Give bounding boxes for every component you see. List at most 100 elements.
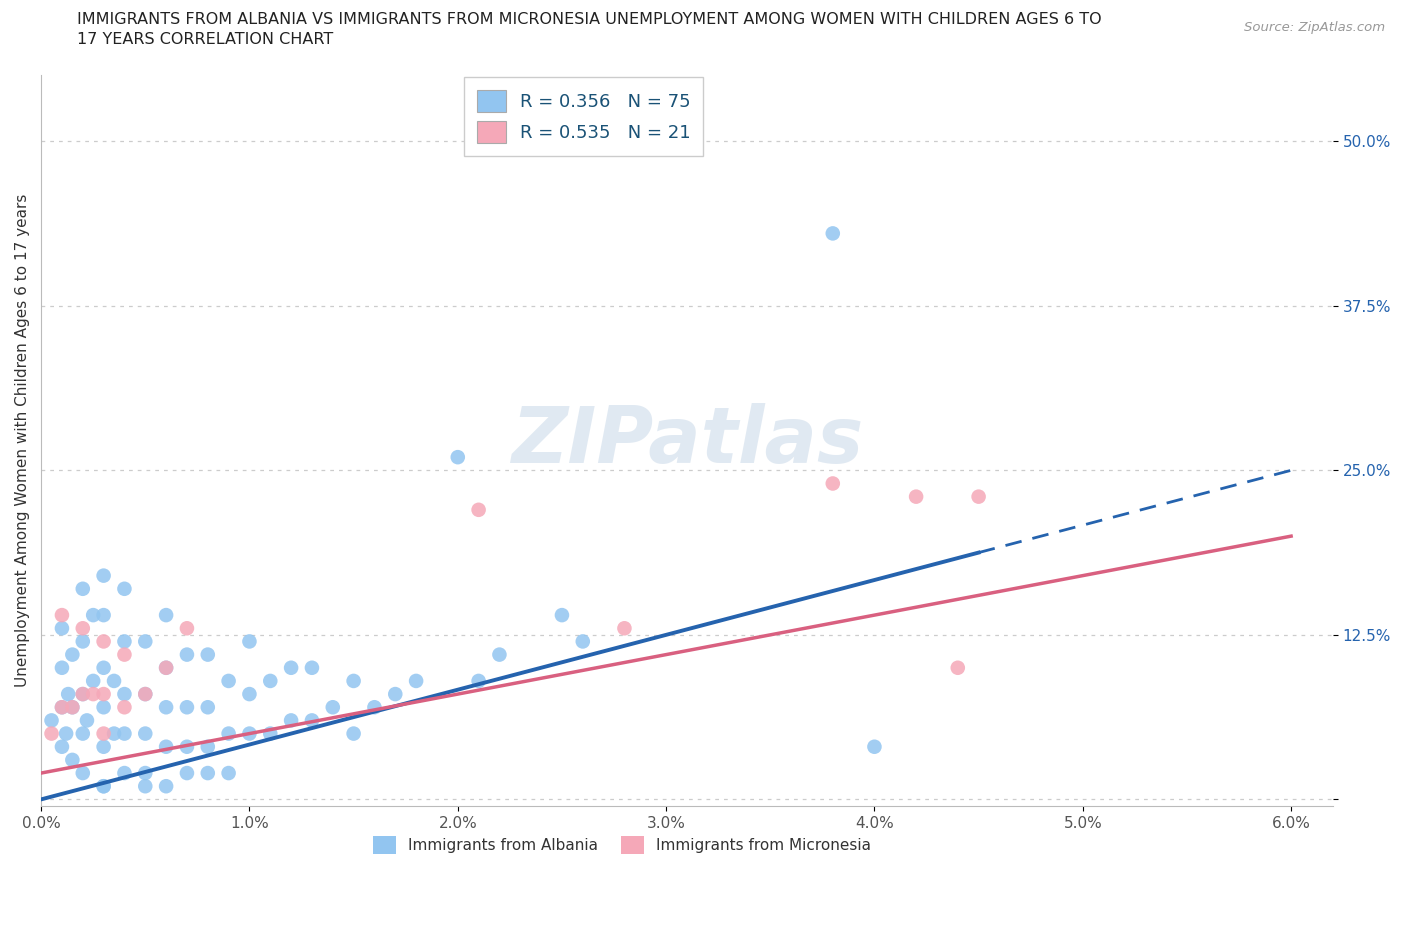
Point	[82, 686, 104, 701]
Point	[51, 660, 73, 675]
Point	[613, 621, 636, 636]
Point	[72, 686, 94, 701]
Point	[863, 739, 886, 754]
Point	[93, 607, 115, 622]
Point	[238, 726, 260, 741]
Point	[72, 686, 94, 701]
Point	[238, 634, 260, 649]
Point	[41, 726, 63, 741]
Point	[967, 489, 990, 504]
Point	[51, 699, 73, 714]
Point	[551, 607, 574, 622]
Text: ZIPatlas: ZIPatlas	[510, 403, 863, 479]
Point	[51, 699, 73, 714]
Point	[905, 489, 928, 504]
Point	[82, 607, 104, 622]
Point	[82, 673, 104, 688]
Point	[176, 699, 198, 714]
Point	[343, 726, 366, 741]
Point	[58, 686, 80, 701]
Point	[821, 226, 844, 241]
Point	[72, 621, 94, 636]
Point	[93, 778, 115, 793]
Y-axis label: Unemployment Among Women with Children Ages 6 to 17 years: Unemployment Among Women with Children A…	[15, 194, 30, 687]
Point	[384, 686, 406, 701]
Text: 17 YEARS CORRELATION CHART: 17 YEARS CORRELATION CHART	[77, 32, 333, 46]
Point	[114, 686, 136, 701]
Point	[76, 713, 98, 728]
Point	[114, 699, 136, 714]
Point	[280, 713, 302, 728]
Point	[103, 726, 125, 741]
Point	[176, 621, 198, 636]
Point	[447, 450, 470, 465]
Point	[238, 686, 260, 701]
Point	[155, 607, 177, 622]
Point	[301, 660, 323, 675]
Point	[134, 686, 156, 701]
Point	[155, 739, 177, 754]
Point	[363, 699, 385, 714]
Point	[488, 647, 510, 662]
Point	[72, 634, 94, 649]
Point	[93, 686, 115, 701]
Point	[259, 726, 281, 741]
Point	[343, 673, 366, 688]
Point	[821, 476, 844, 491]
Point	[134, 765, 156, 780]
Point	[55, 726, 77, 741]
Point	[197, 739, 219, 754]
Point	[41, 713, 63, 728]
Point	[114, 634, 136, 649]
Point	[197, 647, 219, 662]
Point	[72, 765, 94, 780]
Point	[176, 647, 198, 662]
Text: IMMIGRANTS FROM ALBANIA VS IMMIGRANTS FROM MICRONESIA UNEMPLOYMENT AMONG WOMEN W: IMMIGRANTS FROM ALBANIA VS IMMIGRANTS FR…	[77, 12, 1102, 27]
Point	[134, 778, 156, 793]
Point	[301, 713, 323, 728]
Point	[60, 699, 83, 714]
Point	[114, 647, 136, 662]
Point	[322, 699, 344, 714]
Point	[93, 726, 115, 741]
Point	[467, 673, 489, 688]
Point	[155, 699, 177, 714]
Point	[218, 673, 240, 688]
Text: Source: ZipAtlas.com: Source: ZipAtlas.com	[1244, 21, 1385, 34]
Point	[155, 660, 177, 675]
Point	[93, 634, 115, 649]
Point	[176, 765, 198, 780]
Point	[51, 621, 73, 636]
Point	[93, 778, 115, 793]
Legend: Immigrants from Albania, Immigrants from Micronesia: Immigrants from Albania, Immigrants from…	[367, 830, 877, 860]
Point	[176, 739, 198, 754]
Point	[280, 660, 302, 675]
Point	[114, 765, 136, 780]
Point	[60, 647, 83, 662]
Point	[114, 581, 136, 596]
Point	[134, 726, 156, 741]
Point	[93, 660, 115, 675]
Point	[467, 502, 489, 517]
Point	[155, 778, 177, 793]
Point	[51, 739, 73, 754]
Point	[93, 699, 115, 714]
Point	[134, 686, 156, 701]
Point	[60, 752, 83, 767]
Point	[93, 739, 115, 754]
Point	[60, 699, 83, 714]
Point	[197, 765, 219, 780]
Point	[218, 765, 240, 780]
Point	[571, 634, 593, 649]
Point	[103, 673, 125, 688]
Point	[259, 673, 281, 688]
Point	[197, 699, 219, 714]
Point	[946, 660, 969, 675]
Point	[114, 726, 136, 741]
Point	[72, 581, 94, 596]
Point	[93, 568, 115, 583]
Point	[218, 726, 240, 741]
Point	[134, 634, 156, 649]
Point	[51, 607, 73, 622]
Point	[405, 673, 427, 688]
